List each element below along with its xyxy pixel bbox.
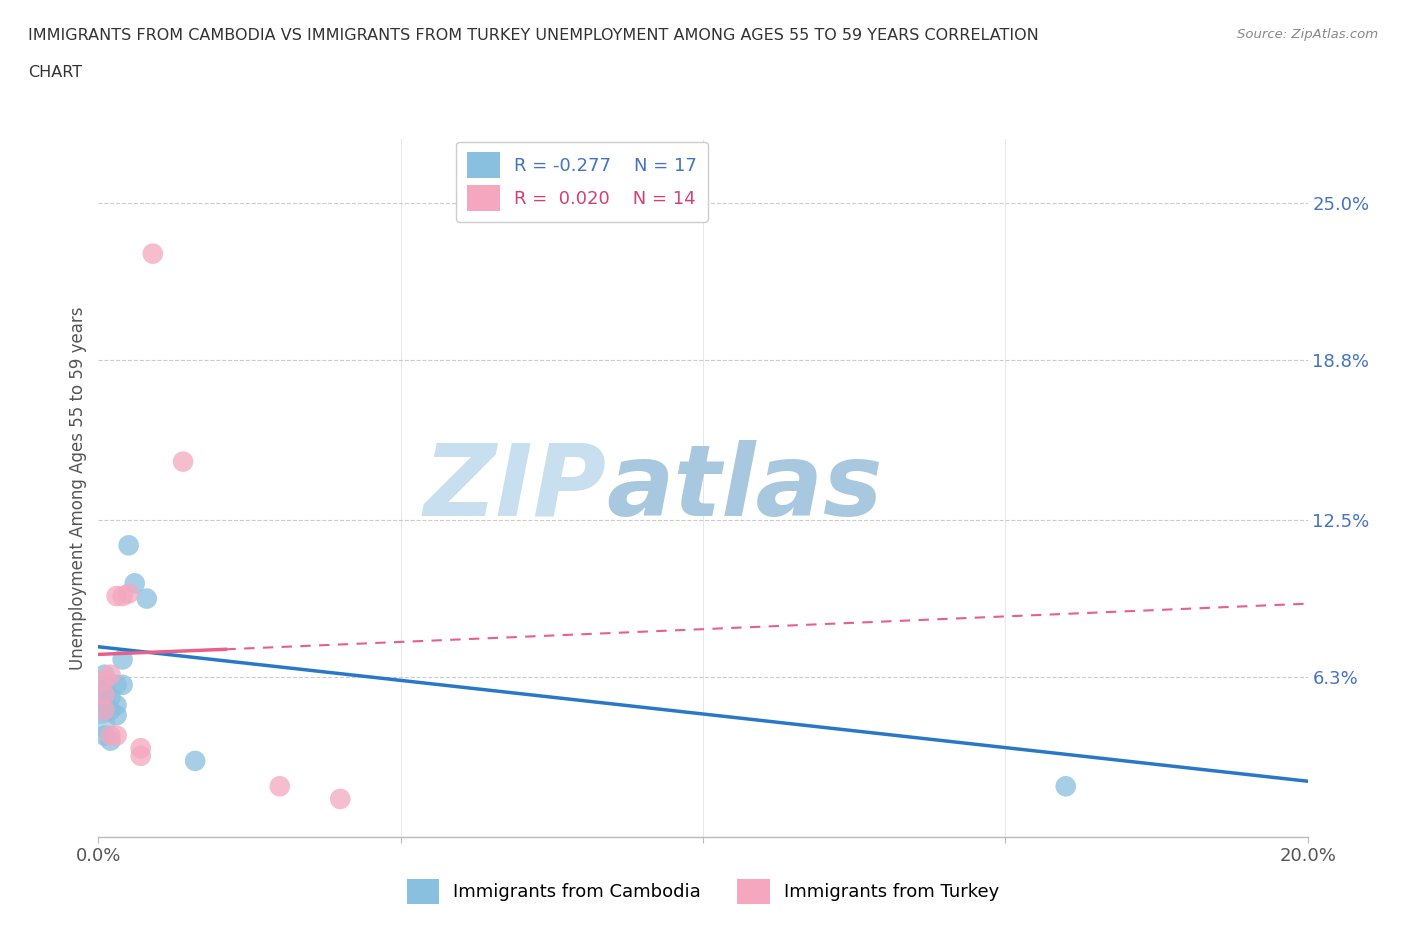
Point <box>93 667 115 682</box>
Point <box>93 703 115 718</box>
Point <box>105 708 128 723</box>
Point <box>105 589 128 604</box>
Point <box>90 703 112 718</box>
Point <box>1054 778 1077 793</box>
Point <box>93 703 115 718</box>
Point <box>135 591 157 606</box>
Point <box>100 690 122 705</box>
Point <box>269 778 291 793</box>
Point <box>100 728 122 743</box>
Point <box>90 715 112 730</box>
Point <box>93 687 115 702</box>
Point <box>100 733 122 748</box>
Point <box>111 652 134 667</box>
Point <box>105 728 128 743</box>
Point <box>111 589 134 604</box>
Point <box>124 576 146 591</box>
Point <box>100 667 122 682</box>
Point <box>93 672 115 687</box>
Y-axis label: Unemployment Among Ages 55 to 59 years: Unemployment Among Ages 55 to 59 years <box>69 307 87 670</box>
Point <box>118 586 141 601</box>
Point <box>105 677 128 692</box>
Text: CHART: CHART <box>28 65 82 80</box>
Point <box>93 728 115 743</box>
Legend: Immigrants from Cambodia, Immigrants from Turkey: Immigrants from Cambodia, Immigrants fro… <box>399 871 1007 911</box>
Text: Source: ZipAtlas.com: Source: ZipAtlas.com <box>1237 28 1378 41</box>
Text: atlas: atlas <box>606 440 883 537</box>
Point <box>172 454 194 469</box>
Point <box>93 683 115 698</box>
Point <box>329 791 352 806</box>
Point <box>142 246 165 261</box>
Point <box>105 698 128 712</box>
Point <box>118 538 141 552</box>
Point <box>100 703 122 718</box>
Point <box>129 749 152 764</box>
Text: IMMIGRANTS FROM CAMBODIA VS IMMIGRANTS FROM TURKEY UNEMPLOYMENT AMONG AGES 55 TO: IMMIGRANTS FROM CAMBODIA VS IMMIGRANTS F… <box>28 28 1039 43</box>
Point <box>90 690 112 705</box>
Point <box>129 741 152 756</box>
Point <box>111 677 134 692</box>
Legend: R = -0.277    N = 17, R =  0.020    N = 14: R = -0.277 N = 17, R = 0.020 N = 14 <box>457 141 707 221</box>
Text: ZIP: ZIP <box>423 440 606 537</box>
Point <box>184 753 207 768</box>
